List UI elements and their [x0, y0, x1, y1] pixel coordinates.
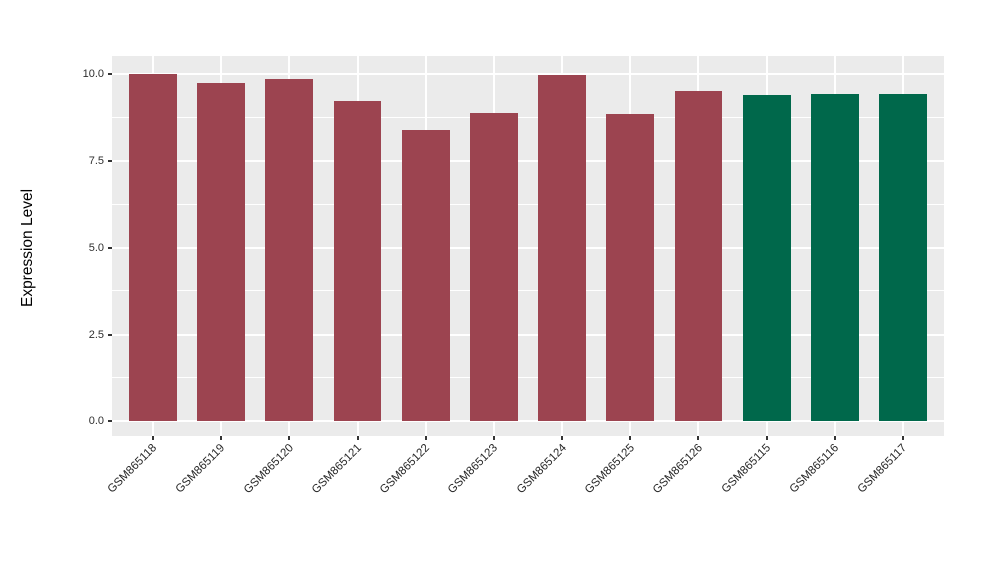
y-tick-mark — [108, 160, 112, 163]
bar-GSM865117 — [879, 93, 927, 422]
y-tick-label: 0.0 — [88, 415, 104, 428]
x-tick-mark — [151, 436, 154, 440]
x-tick-label-GSM865118: GSM865118 — [105, 442, 160, 496]
bar-GSM865121 — [333, 101, 382, 422]
x-tick-mark — [424, 436, 427, 440]
gridline-minor — [112, 377, 944, 379]
x-tick-label-GSM865124: GSM865124 — [514, 442, 569, 497]
gridline-major — [112, 420, 944, 423]
gridline-minor — [112, 203, 944, 205]
bar-GSM865116 — [811, 93, 859, 422]
x-tick-label-GSM865126: GSM865126 — [650, 442, 705, 497]
x-tick-label-GSM865116: GSM865116 — [787, 442, 842, 496]
x-tick-label-GSM865115: GSM865115 — [719, 442, 774, 496]
x-tick-mark — [561, 436, 564, 440]
bar-GSM865118 — [129, 74, 177, 422]
y-tick-label: 10.0 — [82, 68, 104, 81]
bar-GSM865120 — [265, 78, 314, 422]
y-tick-mark — [108, 246, 112, 249]
bar-GSM865122 — [401, 129, 450, 422]
gridline-major — [112, 333, 944, 336]
bar-GSM865125 — [606, 114, 655, 422]
x-tick-mark — [288, 436, 291, 440]
x-tick-mark — [220, 436, 223, 440]
x-tick-mark — [492, 436, 495, 440]
gridline-minor — [112, 116, 944, 118]
y-tick-label: 5.0 — [88, 241, 104, 254]
y-tick-mark — [108, 420, 112, 423]
x-tick-mark — [629, 436, 632, 440]
x-tick-label-GSM865125: GSM865125 — [582, 442, 637, 497]
x-tick-label-GSM865121: GSM865121 — [309, 442, 365, 497]
y-tick-label: 2.5 — [88, 328, 104, 341]
bar-GSM865115 — [742, 95, 791, 422]
x-tick-mark — [356, 436, 359, 440]
x-tick-mark — [765, 436, 768, 440]
y-tick-mark — [108, 333, 112, 336]
y-tick-label: 7.5 — [88, 155, 104, 168]
gridline-major — [112, 246, 944, 249]
gridline-minor — [112, 290, 944, 292]
bar-GSM865126 — [674, 90, 723, 422]
bar-GSM865119 — [197, 82, 245, 422]
x-tick-label-GSM865120: GSM865120 — [241, 442, 296, 497]
x-tick-label-GSM865123: GSM865123 — [446, 442, 501, 497]
x-tick-mark — [902, 436, 905, 440]
gridline-major — [112, 73, 944, 76]
x-tick-label-GSM865122: GSM865122 — [378, 442, 433, 497]
gridline-major — [112, 160, 944, 163]
x-tick-mark — [833, 436, 836, 440]
plot-panel — [112, 56, 944, 436]
y-tick-mark — [108, 73, 112, 76]
bar-GSM865124 — [538, 75, 586, 422]
bar-GSM865123 — [470, 113, 518, 422]
x-tick-mark — [697, 436, 700, 440]
x-tick-label-GSM865119: GSM865119 — [174, 442, 228, 496]
x-tick-label-GSM865117: GSM865117 — [856, 442, 910, 496]
